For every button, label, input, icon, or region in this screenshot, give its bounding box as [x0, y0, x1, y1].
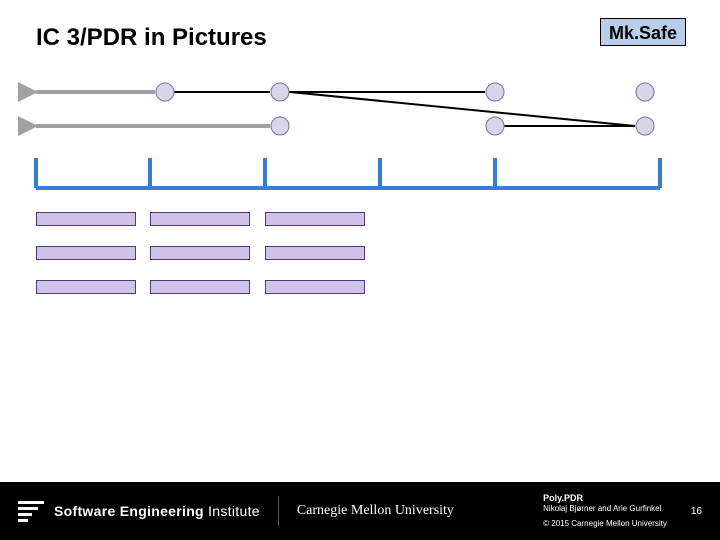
- page-number: 16: [691, 506, 702, 517]
- diagram-stage: [0, 0, 720, 540]
- footer-line2: Nikolaj Bjørner and Arie Gurfinkel: [543, 504, 667, 515]
- mk-safe-badge: Mk.Safe: [600, 18, 686, 46]
- footer-copyright: © 2015 Carnegie Mellon University: [543, 519, 667, 530]
- arrow-black: [290, 92, 635, 126]
- footer-divider: [278, 496, 279, 526]
- footer-meta: Poly.PDR Nikolaj Bjørner and Arie Gurfin…: [543, 492, 667, 530]
- cmu-wordmark: Carnegie Mellon University: [297, 503, 454, 519]
- lemma-bar: [265, 212, 365, 226]
- state-node: [486, 83, 504, 101]
- sei-logo-text: Software Engineering Institute: [54, 503, 260, 519]
- sei-bold: Software Engineering: [54, 503, 204, 519]
- footer-line1: Poly.PDR: [543, 492, 667, 504]
- sei-logo-bars: [18, 501, 44, 522]
- lemma-bar: [150, 212, 250, 226]
- lemma-bar: [265, 280, 365, 294]
- slide-title: IC 3/PDR in Pictures: [36, 24, 267, 52]
- lemma-bar: [150, 280, 250, 294]
- sei-light: Institute: [204, 503, 260, 519]
- lemma-bar: [36, 212, 136, 226]
- state-node: [636, 83, 654, 101]
- lemma-bar: [265, 246, 365, 260]
- footer-bar: Software Engineering Institute Carnegie …: [0, 482, 720, 540]
- state-node: [486, 117, 504, 135]
- state-node: [156, 83, 174, 101]
- lemma-bar: [36, 246, 136, 260]
- state-node: [271, 117, 289, 135]
- lemma-bar: [150, 246, 250, 260]
- state-node: [271, 83, 289, 101]
- sei-logo: Software Engineering Institute: [18, 501, 260, 522]
- state-node: [636, 117, 654, 135]
- lemma-bar: [36, 280, 136, 294]
